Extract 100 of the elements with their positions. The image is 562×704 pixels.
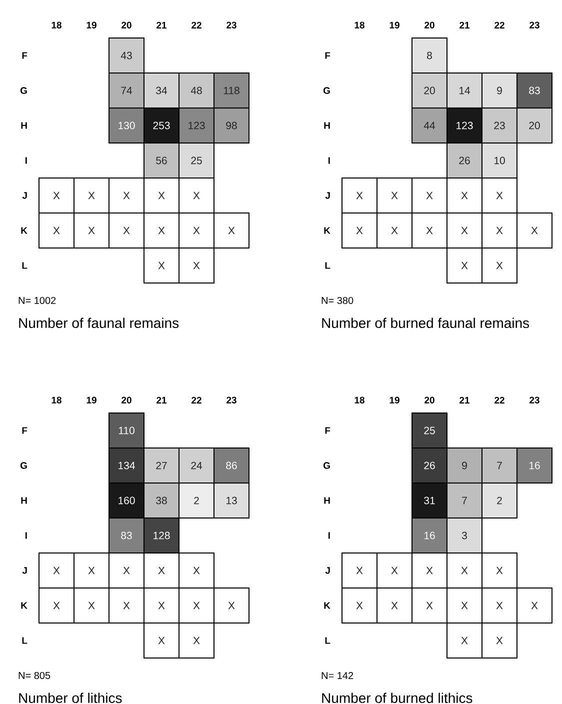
x-tick-label: 18 <box>52 22 62 28</box>
text: N= 142 <box>322 672 354 679</box>
data-label: 83 <box>529 86 540 94</box>
y-tick-label: F <box>22 52 28 59</box>
text: X <box>53 192 60 200</box>
text: X <box>53 226 60 234</box>
y-tick-label: H <box>21 497 27 504</box>
y-tick-label: H <box>324 122 330 129</box>
y-tick-label: K <box>324 602 330 609</box>
text: Number of burned lithics <box>322 692 472 704</box>
data-label: 16 <box>529 462 540 470</box>
x-tick-label: 19 <box>390 22 400 28</box>
text: X <box>461 226 468 234</box>
text: X <box>356 192 363 200</box>
text: X <box>461 636 468 644</box>
data-label: 86 <box>226 462 237 470</box>
data-label: 98 <box>226 122 237 130</box>
data-label: 34 <box>156 86 168 94</box>
x-tick-label: 18 <box>354 396 364 404</box>
text: X <box>426 602 433 610</box>
data-label: 130 <box>118 122 135 130</box>
data-label: 160 <box>118 496 135 504</box>
data-label: 3 <box>462 532 467 540</box>
text: X <box>158 636 165 644</box>
data-label: 128 <box>154 532 170 540</box>
text: X <box>461 262 468 270</box>
data-label: 7 <box>462 496 467 504</box>
text: X <box>461 192 468 200</box>
y-tick-label: F <box>22 427 28 434</box>
text: X <box>158 262 165 270</box>
y-tick-label: J <box>22 567 27 574</box>
data-label: 2 <box>497 496 502 504</box>
data-label: 123 <box>456 122 473 130</box>
data-label: 110 <box>118 426 134 434</box>
text: X <box>193 566 200 574</box>
x-tick-label: 22 <box>494 22 504 28</box>
text: X <box>496 226 503 234</box>
text: X <box>158 226 165 234</box>
y-tick-label: J <box>325 567 330 574</box>
data-label: 2 <box>194 496 199 504</box>
data-label: 38 <box>156 496 167 504</box>
x-tick-label: 20 <box>122 22 132 28</box>
text: X <box>193 226 200 234</box>
data-label: 253 <box>153 122 170 130</box>
y-tick-label: I <box>25 532 27 539</box>
text: X <box>88 226 95 234</box>
data-label: 10 <box>494 156 505 164</box>
text: X <box>391 192 398 200</box>
text: Number of lithics <box>19 692 122 704</box>
data-label: 24 <box>191 462 202 470</box>
text: X <box>123 602 130 610</box>
y-tick-label: L <box>22 262 28 269</box>
data-label: 74 <box>121 86 132 94</box>
data-label: 56 <box>156 156 167 164</box>
y-tick-label: L <box>325 262 330 269</box>
text: X <box>356 226 363 234</box>
text: Number of faunal remains <box>19 318 179 328</box>
data-label: 23 <box>494 122 505 130</box>
text: X <box>356 566 363 574</box>
text: X <box>496 192 503 200</box>
text: Number of burned faunal remains <box>322 318 530 328</box>
text: X <box>158 192 165 200</box>
y-tick-label: G <box>20 462 27 469</box>
text: X <box>193 636 200 644</box>
y-tick-label: J <box>22 192 27 199</box>
text: X <box>193 192 200 200</box>
x-tick-label: 20 <box>424 396 434 404</box>
y-tick-label: L <box>325 637 330 644</box>
text: X <box>193 602 200 610</box>
y-tick-label: F <box>325 427 330 434</box>
x-tick-label: 22 <box>494 396 504 404</box>
data-label: 118 <box>224 86 240 94</box>
data-label: 134 <box>118 462 135 470</box>
data-label: 25 <box>191 156 202 164</box>
y-tick-label: G <box>20 87 27 94</box>
data-label: 83 <box>121 532 132 540</box>
text: X <box>426 226 433 234</box>
data-label: 16 <box>424 532 435 540</box>
data-label: 44 <box>424 122 436 130</box>
y-tick-label: I <box>25 157 27 164</box>
text: X <box>391 602 398 610</box>
text: X <box>123 192 130 200</box>
text: X <box>496 602 503 610</box>
text: X <box>123 566 130 574</box>
text: X <box>426 192 433 200</box>
text: X <box>461 602 468 610</box>
x-tick-label: 21 <box>156 396 167 404</box>
y-tick-label: K <box>21 227 28 234</box>
y-tick-label: G <box>323 87 330 94</box>
data-label: 27 <box>156 462 167 470</box>
x-tick-label: 23 <box>530 22 540 28</box>
text: X <box>426 566 433 574</box>
x-tick-label: 19 <box>390 396 400 404</box>
x-tick-label: 20 <box>424 22 434 28</box>
y-tick-label: K <box>21 602 28 609</box>
text: X <box>123 226 130 234</box>
text: X <box>88 602 95 610</box>
text: X <box>496 262 503 270</box>
y-tick-label: H <box>21 122 27 129</box>
text: X <box>356 602 363 610</box>
